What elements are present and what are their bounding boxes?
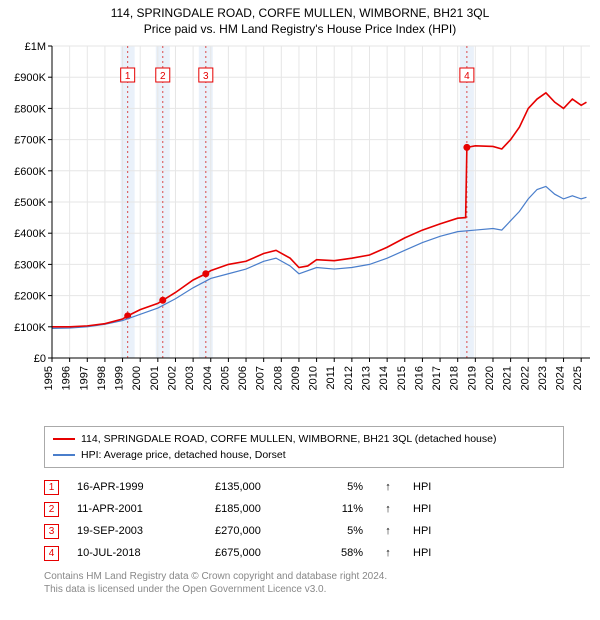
footer-line1: Contains HM Land Registry data © Crown c… bbox=[44, 570, 564, 583]
svg-text:2008: 2008 bbox=[272, 366, 284, 390]
svg-text:2: 2 bbox=[160, 71, 166, 82]
transaction-pct: 58% bbox=[313, 547, 363, 559]
svg-text:2000: 2000 bbox=[131, 366, 143, 390]
svg-text:1998: 1998 bbox=[96, 366, 108, 390]
svg-text:2018: 2018 bbox=[449, 366, 461, 390]
transaction-row: 2 11-APR-2001 £185,000 11% ↑ HPI bbox=[44, 498, 564, 520]
svg-text:2009: 2009 bbox=[290, 366, 302, 390]
transaction-pct: 5% bbox=[313, 525, 363, 537]
legend-label: HPI: Average price, detached house, Dors… bbox=[81, 449, 286, 461]
transaction-price: £135,000 bbox=[215, 481, 295, 493]
transaction-date: 10-JUL-2018 bbox=[77, 547, 197, 559]
transaction-date: 16-APR-1999 bbox=[77, 481, 197, 493]
svg-text:£100K: £100K bbox=[14, 322, 46, 334]
svg-text:£400K: £400K bbox=[14, 228, 46, 240]
svg-text:2011: 2011 bbox=[325, 366, 337, 390]
transaction-hpi-label: HPI bbox=[413, 525, 443, 537]
svg-text:£0: £0 bbox=[34, 353, 46, 365]
svg-text:4: 4 bbox=[464, 71, 470, 82]
transaction-row: 4 10-JUL-2018 £675,000 58% ↑ HPI bbox=[44, 542, 564, 564]
svg-text:3: 3 bbox=[203, 71, 209, 82]
transaction-row: 1 16-APR-1999 £135,000 5% ↑ HPI bbox=[44, 476, 564, 498]
svg-text:2002: 2002 bbox=[166, 366, 178, 390]
transaction-marker-box: 1 bbox=[44, 480, 59, 495]
svg-text:2004: 2004 bbox=[202, 366, 214, 390]
legend-swatch bbox=[53, 454, 75, 456]
transaction-date: 11-APR-2001 bbox=[77, 503, 197, 515]
chart-container: 114, SPRINGDALE ROAD, CORFE MULLEN, WIMB… bbox=[0, 0, 600, 596]
svg-text:2024: 2024 bbox=[555, 366, 567, 390]
svg-text:£500K: £500K bbox=[14, 197, 46, 209]
chart: 1 2 3 4 £0 £100K £200K £300K £400K £500K £600K £700… bbox=[0, 38, 600, 418]
transaction-pct: 5% bbox=[313, 481, 363, 493]
arrow-up-icon: ↑ bbox=[381, 547, 395, 559]
svg-text:1995: 1995 bbox=[43, 366, 55, 390]
transaction-pct: 11% bbox=[313, 503, 363, 515]
svg-text:£1M: £1M bbox=[25, 41, 46, 53]
transaction-row: 3 19-SEP-2003 £270,000 5% ↑ HPI bbox=[44, 520, 564, 542]
svg-text:2023: 2023 bbox=[537, 366, 549, 390]
transaction-hpi-label: HPI bbox=[413, 503, 443, 515]
svg-text:2005: 2005 bbox=[219, 366, 231, 390]
svg-text:2006: 2006 bbox=[237, 366, 249, 390]
svg-text:2001: 2001 bbox=[149, 366, 161, 390]
transaction-date: 19-SEP-2003 bbox=[77, 525, 197, 537]
legend-item: 114, SPRINGDALE ROAD, CORFE MULLEN, WIMB… bbox=[53, 431, 555, 447]
legend: 114, SPRINGDALE ROAD, CORFE MULLEN, WIMB… bbox=[44, 426, 564, 468]
transaction-price: £270,000 bbox=[215, 525, 295, 537]
title-sub: Price paid vs. HM Land Registry's House … bbox=[4, 22, 596, 36]
svg-text:2013: 2013 bbox=[361, 366, 373, 390]
footer: Contains HM Land Registry data © Crown c… bbox=[44, 570, 564, 596]
svg-text:2014: 2014 bbox=[378, 366, 390, 390]
transaction-price: £185,000 bbox=[215, 503, 295, 515]
svg-text:£300K: £300K bbox=[14, 259, 46, 271]
svg-text:2025: 2025 bbox=[572, 366, 584, 390]
svg-text:2021: 2021 bbox=[502, 366, 514, 390]
svg-text:2010: 2010 bbox=[308, 366, 320, 390]
svg-text:2012: 2012 bbox=[343, 366, 355, 390]
transaction-price: £675,000 bbox=[215, 547, 295, 559]
svg-text:2007: 2007 bbox=[255, 366, 267, 390]
svg-text:2016: 2016 bbox=[413, 366, 425, 390]
transaction-hpi-label: HPI bbox=[413, 547, 443, 559]
transaction-marker-box: 4 bbox=[44, 546, 59, 561]
svg-text:2022: 2022 bbox=[519, 366, 531, 390]
svg-text:£800K: £800K bbox=[14, 103, 46, 115]
arrow-up-icon: ↑ bbox=[381, 503, 395, 515]
footer-line2: This data is licensed under the Open Gov… bbox=[44, 583, 564, 596]
svg-text:1999: 1999 bbox=[114, 366, 126, 390]
transaction-marker-box: 2 bbox=[44, 502, 59, 517]
transaction-hpi-label: HPI bbox=[413, 481, 443, 493]
title-main: 114, SPRINGDALE ROAD, CORFE MULLEN, WIMB… bbox=[4, 6, 596, 20]
svg-text:1996: 1996 bbox=[61, 366, 73, 390]
transaction-table: 1 16-APR-1999 £135,000 5% ↑ HPI 2 11-APR-2001 £1… bbox=[44, 476, 564, 564]
legend-label: 114, SPRINGDALE ROAD, CORFE MULLEN, WIMB… bbox=[81, 433, 496, 445]
svg-text:1997: 1997 bbox=[78, 366, 90, 390]
svg-text:1: 1 bbox=[125, 71, 131, 82]
legend-swatch bbox=[53, 438, 75, 440]
svg-text:£900K: £900K bbox=[14, 72, 46, 84]
svg-text:£600K: £600K bbox=[14, 166, 46, 178]
title-block: 114, SPRINGDALE ROAD, CORFE MULLEN, WIMB… bbox=[0, 0, 600, 38]
chart-svg: 1 2 3 4 £0 £100K £200K £300K £400K £500K £600K £700… bbox=[0, 38, 600, 418]
transaction-marker-box: 3 bbox=[44, 524, 59, 539]
arrow-up-icon: ↑ bbox=[381, 481, 395, 493]
svg-text:2020: 2020 bbox=[484, 366, 496, 390]
svg-text:2019: 2019 bbox=[466, 366, 478, 390]
arrow-up-icon: ↑ bbox=[381, 525, 395, 537]
svg-text:2015: 2015 bbox=[396, 366, 408, 390]
legend-item: HPI: Average price, detached house, Dors… bbox=[53, 447, 555, 463]
svg-text:£200K: £200K bbox=[14, 291, 46, 303]
svg-text:2003: 2003 bbox=[184, 366, 196, 390]
svg-text:2017: 2017 bbox=[431, 366, 443, 390]
svg-text:£700K: £700K bbox=[14, 135, 46, 147]
